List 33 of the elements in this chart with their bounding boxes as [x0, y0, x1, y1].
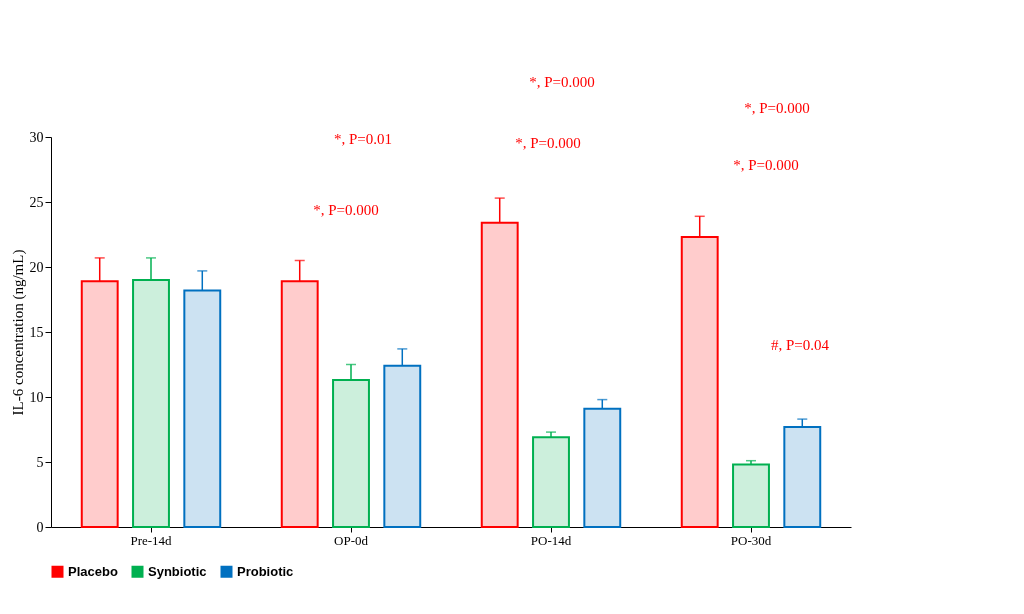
bar	[183, 289, 222, 528]
bar	[80, 280, 119, 528]
annotation: *, P=0.000	[313, 202, 379, 218]
text: *, P=0.000	[744, 100, 810, 116]
y-tick-label: 10	[29, 389, 44, 405]
x-tick-label: PO-14d	[530, 532, 572, 548]
annotation: *, P=0.01	[333, 131, 393, 147]
y-tick-label: 15	[29, 324, 44, 340]
bar	[332, 379, 370, 528]
bar	[783, 425, 822, 528]
y-tick-label: 0	[36, 519, 44, 535]
y-axis-title: IL-6 concentration (ng/mL)	[9, 249, 27, 416]
y-tick-label: 20	[29, 259, 44, 275]
legend-label: Placebo	[68, 563, 118, 579]
x-tick-label: Pre-14d	[130, 532, 173, 548]
x-tick-label: PO-30d	[730, 532, 772, 548]
text: *, P=0.000	[529, 74, 595, 90]
y-tick-label: 5	[36, 454, 44, 470]
bar	[132, 279, 170, 528]
x-tick-label: OP-0d	[334, 532, 369, 548]
annotation: *, P=0.000	[515, 135, 581, 151]
bar	[583, 407, 622, 528]
bar	[383, 364, 422, 528]
legend-label: Probiotic	[237, 563, 294, 579]
bar	[480, 221, 519, 528]
annotation: #, P=0.04	[770, 337, 830, 353]
legend-label: Synbiotic	[148, 563, 207, 579]
y-tick-label: 30	[29, 129, 44, 145]
y-tick-label: 25	[29, 194, 44, 210]
bar	[532, 436, 570, 528]
annotation: *, P=0.000	[733, 157, 799, 173]
bar	[280, 280, 319, 528]
bar	[680, 236, 719, 528]
